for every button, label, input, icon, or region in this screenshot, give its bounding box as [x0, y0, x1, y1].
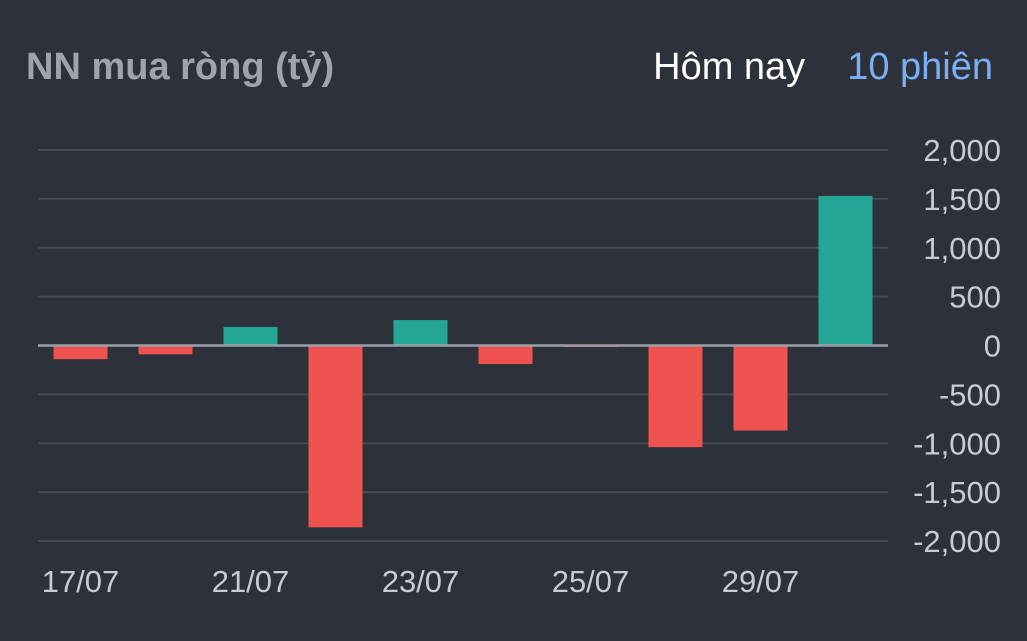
bar — [53, 345, 108, 360]
x-tick-label: 25/07 — [552, 564, 630, 599]
x-tick-label: 17/07 — [42, 564, 120, 599]
y-axis-ticks: 2,000 1,500 1,000 500 0 -500 -1,000 -1,500 -2,00… — [913, 133, 1001, 559]
bar — [478, 345, 533, 365]
bar — [138, 345, 193, 355]
bar — [308, 345, 363, 528]
chart-title: NN mua ròng (tỷ) — [26, 46, 335, 88]
y-tick-label: 1,000 — [923, 231, 1001, 266]
bar — [648, 345, 703, 448]
tab-10-sessions[interactable]: 10 phiên — [847, 46, 993, 88]
y-tick-label: 0 — [984, 329, 1001, 364]
y-tick-label: -500 — [939, 377, 1001, 412]
y-tick-label: 500 — [949, 280, 1001, 315]
y-tick-label: 1,500 — [923, 182, 1001, 217]
bar — [223, 326, 278, 346]
y-tick-label: -1,000 — [913, 426, 1001, 461]
bars — [53, 195, 873, 528]
bar — [393, 320, 448, 346]
bar — [818, 195, 873, 346]
chart-header: NN mua ròng (tỷ) Hôm nay 10 phiên — [0, 0, 1027, 140]
y-tick-label: -1,500 — [913, 475, 1001, 510]
y-tick-label: 2,000 — [923, 133, 1001, 168]
tab-today[interactable]: Hôm nay — [653, 46, 806, 88]
x-tick-label: 21/07 — [212, 564, 290, 599]
x-tick-label: 23/07 — [382, 564, 460, 599]
x-axis-ticks: 17/07 21/07 23/07 25/07 29/07 — [42, 564, 800, 599]
bar — [733, 345, 788, 431]
x-tick-label: 29/07 — [722, 564, 800, 599]
y-tick-label: -2,000 — [913, 524, 1001, 559]
period-tabs: Hôm nay 10 phiên — [653, 46, 993, 89]
